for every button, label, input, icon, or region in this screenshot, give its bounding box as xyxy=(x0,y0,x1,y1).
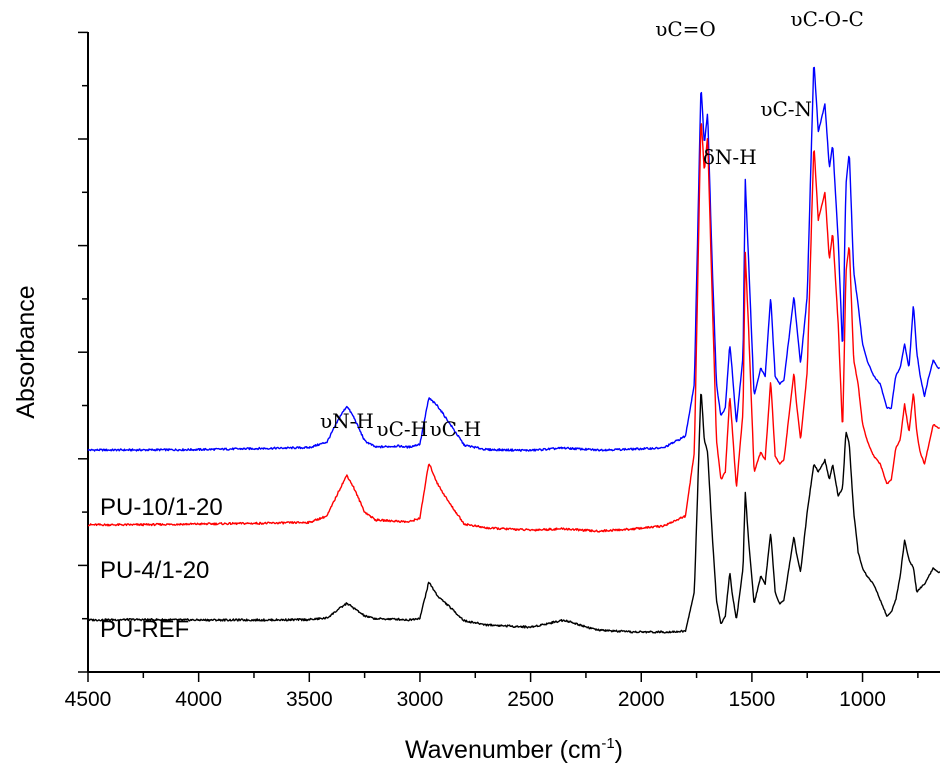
peak-annotation: υC-H xyxy=(430,417,482,441)
series-line-pu-ref xyxy=(87,393,940,634)
series-label: PU-10/1-20 xyxy=(100,494,223,521)
x-tick-label: 2000 xyxy=(618,688,665,711)
peak-annotation: υN-H xyxy=(320,409,374,433)
x-tick-label: 3000 xyxy=(397,688,444,711)
series-lines xyxy=(87,66,940,634)
peak-annotation: υC=O xyxy=(655,17,716,41)
peak-annotation: υC-O-C xyxy=(790,7,863,31)
series-labels: PU-10/1-20 PU-4/1-20 PU-REF xyxy=(100,494,223,643)
peak-annotation: υC-H xyxy=(376,417,428,441)
series-label: PU-REF xyxy=(100,616,189,643)
x-axis-title-superscript: -1 xyxy=(601,735,614,752)
peak-annotations: υN-H υC-H υC-HυC=OδN-HυC-NυC-O-C xyxy=(320,7,864,441)
x-axis-title-close: ) xyxy=(615,736,623,764)
x-ticks: 4500 4000 3500 3000 2500 2000 1500 1000 xyxy=(65,672,919,711)
x-tick-label: 4500 xyxy=(65,688,112,711)
x-tick-label: 1500 xyxy=(729,688,776,711)
x-tick-label: 2500 xyxy=(507,688,554,711)
x-tick-label: 4000 xyxy=(175,688,222,711)
series-label: PU-4/1-20 xyxy=(100,557,209,584)
series-line-pu-10-1-20 xyxy=(87,66,940,452)
peak-annotation: υC-N xyxy=(760,97,812,121)
x-tick-label: 1000 xyxy=(839,688,886,711)
x-tick-label: 3500 xyxy=(286,688,333,711)
x-axis-title: Wavenumber (cm-1) xyxy=(405,735,623,764)
peak-annotation: δN-H xyxy=(703,145,757,169)
series-line-pu-4-1-20 xyxy=(88,123,940,533)
x-axis-title-main: Wavenumber (cm xyxy=(405,736,601,764)
y-axis-title: Absorbance xyxy=(12,285,40,418)
y-ticks xyxy=(78,31,88,673)
